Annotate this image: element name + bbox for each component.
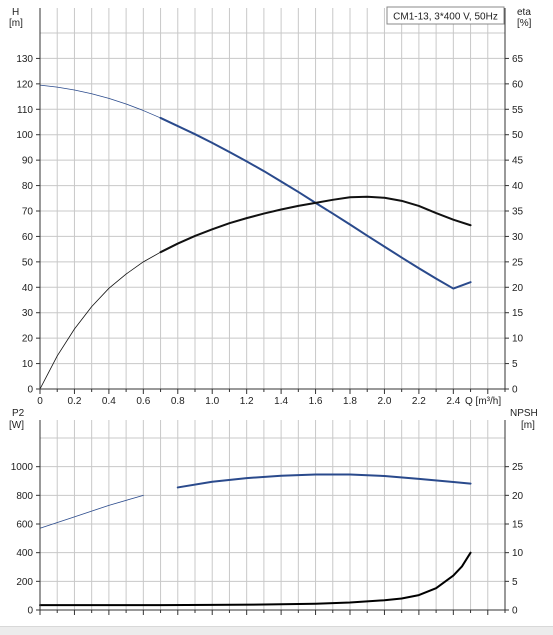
y-left-tick-label: 30 <box>22 308 34 319</box>
y-left-tick-label: 0 <box>27 606 33 617</box>
status-strip <box>0 626 553 635</box>
y-left-tick-label: 40 <box>22 283 34 294</box>
y-right-tick-label: 45 <box>512 156 524 167</box>
series-line-0 <box>176 473 472 489</box>
y-right-tick-label: 25 <box>512 257 524 268</box>
y-left-label: H <box>12 7 19 18</box>
x-axis-label: Q [m³/h] <box>465 396 501 407</box>
x-tick-label: 2.0 <box>377 396 391 407</box>
y-left-unit: [W] <box>9 420 24 431</box>
x-tick-label: 1.8 <box>343 396 357 407</box>
x-tick-label: 1.0 <box>205 396 219 407</box>
y-right-tick-label: 10 <box>512 334 524 345</box>
y-left-tick-label: 110 <box>17 105 33 116</box>
y-right-tick-label: 35 <box>512 207 524 218</box>
y-right-label: NPSH <box>510 408 538 419</box>
x-tick-label: 1.6 <box>309 396 323 407</box>
y-right-tick-label: 25 <box>512 462 524 473</box>
x-tick-label: 0 <box>37 396 43 407</box>
series-line-thin-0 <box>39 84 161 119</box>
y-left-label: P2 <box>12 408 25 419</box>
y-right-tick-label: 0 <box>512 606 518 617</box>
y-left-tick-label: 200 <box>16 577 33 588</box>
y-right-tick-label: 15 <box>512 308 524 319</box>
x-tick-label: 1.4 <box>274 396 288 407</box>
x-tick-label: 0.2 <box>67 396 81 407</box>
series-line-thin-1 <box>39 251 161 390</box>
y-right-unit: [m] <box>521 420 535 431</box>
y-right-tick-label: 65 <box>512 54 524 65</box>
y-left-tick-label: 90 <box>22 156 34 167</box>
x-tick-label: 2.4 <box>446 396 460 407</box>
y-right-tick-label: 20 <box>512 283 524 294</box>
x-tick-label: 0.4 <box>102 396 116 407</box>
x-tick-label: 0.6 <box>136 396 150 407</box>
y-left-tick-label: 600 <box>16 520 33 531</box>
y-right-tick-label: 15 <box>512 520 524 531</box>
series-line-1 <box>39 551 472 607</box>
y-right-tick-label: 5 <box>512 359 518 370</box>
y-left-tick-label: 1000 <box>11 462 34 473</box>
y-left-tick-label: 20 <box>22 334 34 345</box>
x-tick-label: 0.8 <box>171 396 185 407</box>
y-left-tick-label: 100 <box>16 130 33 141</box>
y-right-tick-label: 30 <box>512 232 524 243</box>
y-left-tick-label: 60 <box>22 232 34 243</box>
y-right-tick-label: 0 <box>512 385 518 396</box>
series-line-1 <box>159 195 472 254</box>
y-left-tick-label: 10 <box>22 359 34 370</box>
series-line-thin-0 <box>39 494 144 529</box>
y-left-tick-label: 0 <box>27 385 33 396</box>
y-left-tick-label: 120 <box>16 79 33 90</box>
y-right-tick-label: 10 <box>512 548 524 559</box>
y-right-tick-label: 55 <box>512 105 524 116</box>
y-left-tick-label: 130 <box>16 54 33 65</box>
y-right-tick-label: 60 <box>512 79 524 90</box>
y-left-tick-label: 80 <box>22 181 34 192</box>
y-right-unit: [%] <box>517 18 532 29</box>
y-left-tick-label: 800 <box>16 491 33 502</box>
chart-title: CM1-13, 3*400 V, 50Hz <box>393 12 498 23</box>
y-right-tick-label: 50 <box>512 130 524 141</box>
y-right-tick-label: 40 <box>512 181 524 192</box>
y-right-tick-label: 5 <box>512 577 518 588</box>
y-left-tick-label: 70 <box>22 207 34 218</box>
title-box: CM1-13, 3*400 V, 50Hz <box>386 6 505 25</box>
y-left-tick-label: 50 <box>22 257 34 268</box>
power-npsh-panel: 0 200 400 600 800 1000 0 5 10 15 20 25 P2[W] NPSH[m] <box>9 408 538 617</box>
x-tick-label: 2.2 <box>412 396 426 407</box>
y-right-tick-label: 20 <box>512 491 524 502</box>
x-tick-label: 1.2 <box>240 396 254 407</box>
y-right-label: eta <box>517 7 531 18</box>
y-left-unit: [m] <box>9 18 23 29</box>
performance-panel: 0 10 20 30 40 50 60 70 80 90 100 110 120 130 0 5 10 15 20 2… <box>9 6 532 407</box>
y-left-tick-label: 400 <box>16 548 33 559</box>
